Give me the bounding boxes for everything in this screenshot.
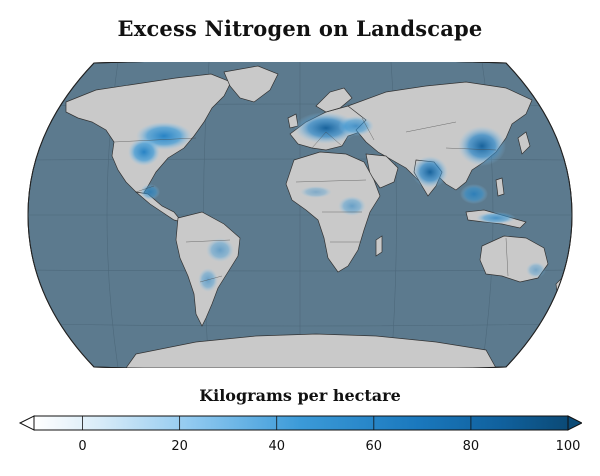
country-borders bbox=[113, 117, 509, 283]
colorbar-tick-label: 0 bbox=[78, 439, 86, 454]
hotspot-east-europe bbox=[338, 116, 374, 136]
land-asia bbox=[347, 81, 533, 191]
map-title: Excess Nitrogen on Landscape bbox=[117, 16, 483, 41]
world-map bbox=[27, 62, 573, 368]
land-antarctica bbox=[125, 333, 497, 368]
colorbar-ramp bbox=[33, 415, 569, 431]
hotspot-us-east bbox=[128, 138, 160, 166]
legend-title: Kilograms per hectare bbox=[199, 386, 401, 405]
land-philippines bbox=[495, 177, 505, 197]
hotspot-west-africa bbox=[300, 186, 332, 198]
colorbar-over-arrow bbox=[567, 415, 582, 431]
colorbar-tick-label: 100 bbox=[556, 439, 581, 454]
colorbar-tick-label: 40 bbox=[268, 439, 285, 454]
colorbar-tick-label: 20 bbox=[171, 439, 188, 454]
hotspot-australia bbox=[526, 262, 546, 278]
colorbar-under-arrow bbox=[18, 415, 35, 431]
colorbar: 0 20 40 60 80 100 bbox=[18, 415, 582, 454]
nitrogen-overlay bbox=[128, 112, 546, 292]
land-japan bbox=[517, 131, 531, 155]
hotspot-se-asia bbox=[460, 184, 488, 204]
hotspot-india bbox=[412, 156, 448, 188]
hotspot-mexico bbox=[140, 184, 160, 200]
hotspot-indonesia bbox=[476, 212, 516, 224]
hotspot-east-africa bbox=[338, 196, 366, 216]
land-greenland bbox=[223, 65, 279, 103]
colorbar-tick-label: 80 bbox=[463, 439, 480, 454]
hotspot-china bbox=[458, 126, 506, 166]
land-madagascar bbox=[375, 235, 383, 257]
colorbar-tick-label: 60 bbox=[366, 439, 383, 454]
hotspot-brazil bbox=[206, 238, 234, 262]
